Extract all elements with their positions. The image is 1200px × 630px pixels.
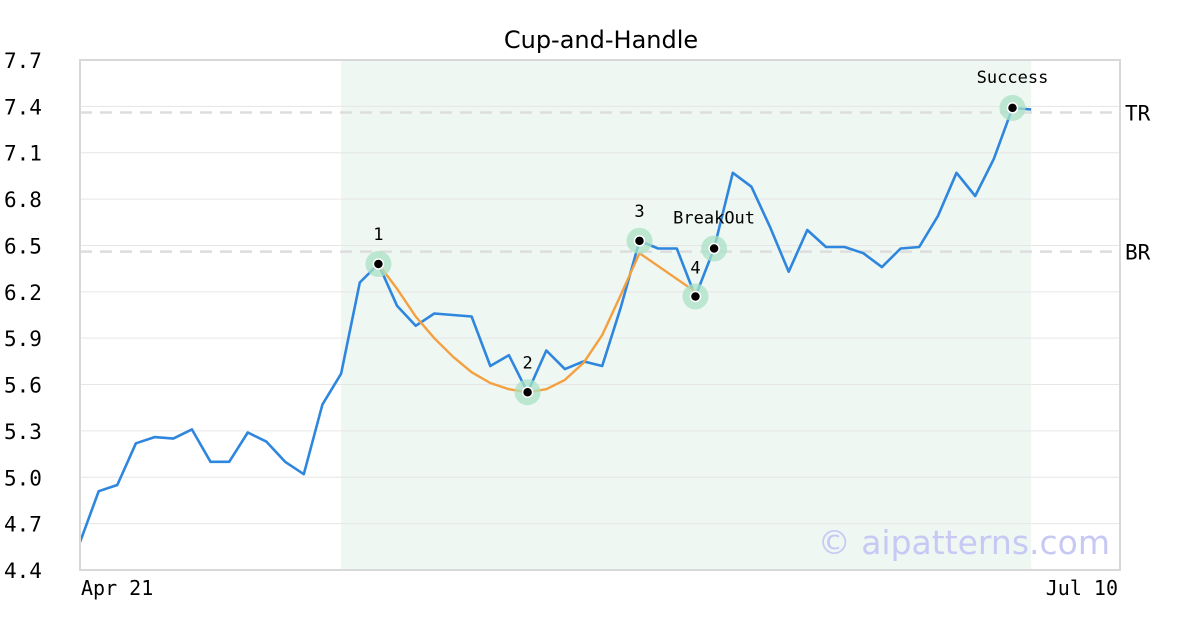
price-line [78, 106, 1032, 543]
pattern-point-dot [689, 290, 702, 303]
y-tick-label: 6.5 [4, 234, 42, 258]
pattern-point-label: 1 [373, 225, 383, 245]
pattern-point-label: 4 [690, 258, 700, 278]
y-tick-label: 5.0 [4, 466, 42, 490]
y-tick-label: 5.9 [4, 327, 42, 351]
y-tick-label: 7.7 [4, 49, 42, 73]
y-tick-label: 4.4 [4, 559, 42, 583]
pattern-point-label: Success [977, 68, 1049, 88]
pattern-point-label: 3 [634, 202, 644, 222]
pattern-point-dot [633, 235, 646, 247]
pattern-point-dot [708, 242, 720, 255]
y-tick-label: 6.2 [4, 281, 42, 305]
y-tick-label: 5.3 [4, 420, 42, 444]
y-tick-label: 6.8 [4, 188, 42, 212]
watermark: © aipatterns.com [818, 523, 1110, 562]
y-tick-label: 5.6 [4, 374, 42, 398]
x-tick-label: Jul 10 [1046, 576, 1118, 600]
y-tick-label: 7.1 [4, 142, 42, 166]
pattern-point-label: BreakOut [673, 209, 755, 229]
y-tick-label: 4.7 [4, 513, 42, 537]
level-label: BR [1125, 241, 1151, 265]
chart-title: Cup-and-Handle [504, 26, 698, 54]
y-tick-label: 7.4 [4, 95, 42, 119]
level-label: TR [1125, 102, 1151, 126]
pattern-point-dot [372, 258, 385, 270]
pattern-point-label: 2 [522, 353, 532, 373]
plot-frame [79, 59, 1121, 571]
pattern-point-dot [521, 386, 534, 399]
x-tick-label: Apr 21 [81, 576, 153, 600]
pattern-point-dot [1006, 102, 1019, 114]
